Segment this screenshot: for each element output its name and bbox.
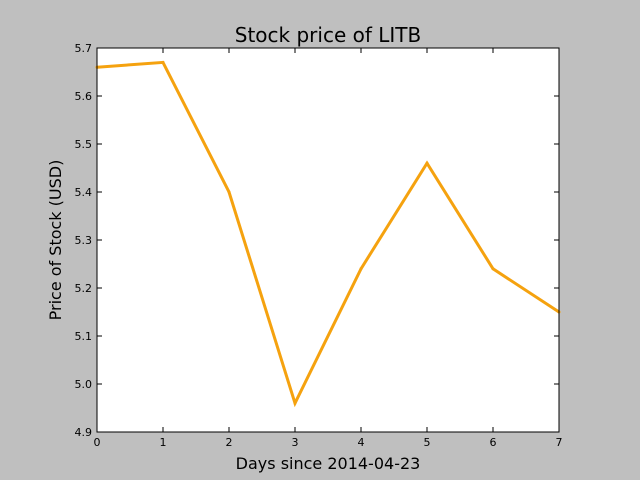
x-tick-label: 4 (358, 436, 365, 449)
x-tick-label: 5 (424, 436, 431, 449)
x-tick-label: 1 (160, 436, 167, 449)
x-tick-label: 7 (556, 436, 563, 449)
x-tick-label: 6 (490, 436, 497, 449)
x-tick-label: 0 (94, 436, 101, 449)
x-axis-label: Days since 2014-04-23 (236, 454, 421, 473)
y-axis-ticks: 4.9 5.0 5.1 5.2 5.3 5.4 5.5 5.6 5.7 (75, 42, 559, 439)
series-layer (95, 60, 561, 408)
y-tick-label: 5.6 (75, 90, 93, 103)
y-tick-label: 5.4 (75, 186, 93, 199)
data-point (359, 267, 363, 271)
y-tick-label: 5.1 (75, 330, 93, 343)
series-line-0 (96, 60, 560, 408)
plot-area (97, 48, 559, 432)
y-tick-label: 5.0 (75, 378, 93, 391)
chart-title: Stock price of LITB (235, 23, 421, 47)
x-tick-label: 3 (292, 436, 299, 449)
y-tick-label: 5.5 (75, 138, 93, 151)
data-point (161, 60, 165, 64)
y-axis-label: Price of Stock (USD) (46, 160, 65, 321)
data-point (425, 161, 429, 165)
y-tick-label: 5.2 (75, 282, 93, 295)
y-tick-label: 4.9 (75, 426, 93, 439)
data-point (227, 190, 231, 194)
y-tick-label: 5.7 (75, 42, 93, 55)
y-tick-label: 5.3 (75, 234, 93, 247)
data-point (293, 401, 297, 405)
x-tick-label: 2 (226, 436, 233, 449)
x-axis-ticks: 0 1 2 3 4 5 6 7 (94, 48, 563, 449)
data-point (491, 267, 495, 271)
